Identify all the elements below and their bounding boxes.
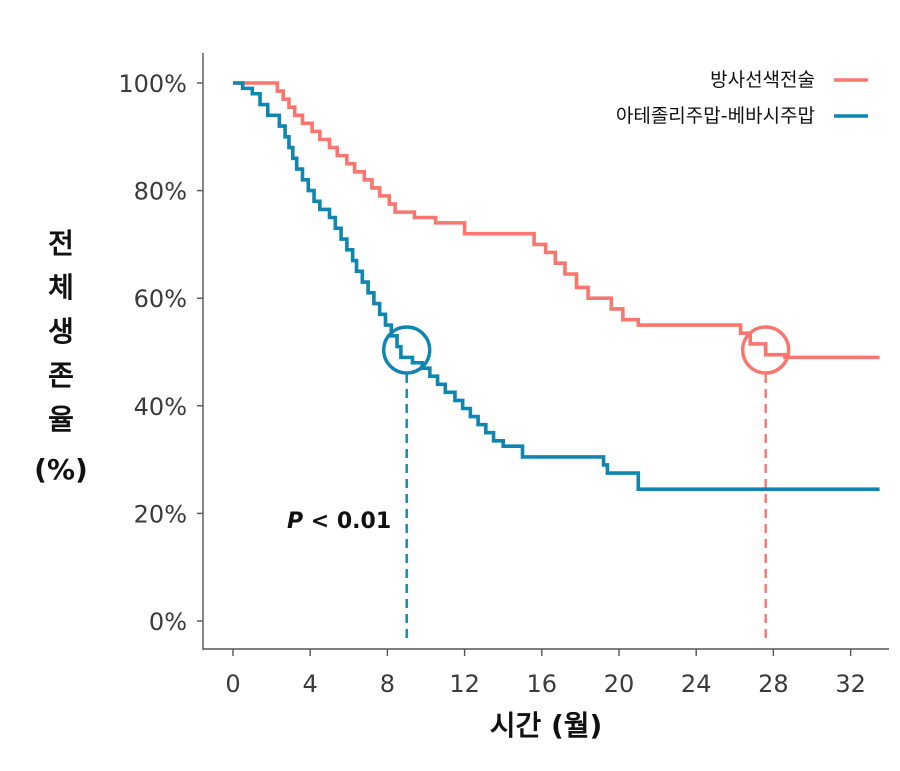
x-ticks: 0 4 8 12 16 20 24 28 32 (225, 649, 866, 698)
survival-curve-radioembolization (233, 81, 880, 360)
y-tick-label: 40% (134, 393, 187, 421)
y-axis-title-char-5: 율 (48, 403, 74, 436)
median-marker-radioembolization (740, 325, 791, 375)
x-tick-label: 0 (225, 670, 240, 698)
p-value-symbol: P (287, 509, 303, 534)
p-value-annotation: P < 0.01 (287, 509, 391, 534)
legend: 방사선색전술 아테졸리주맙-베바시주맙 (616, 69, 868, 127)
y-tick-label: 100% (118, 70, 187, 98)
x-tick-label: 20 (604, 670, 635, 698)
x-tick-label: 28 (758, 670, 789, 698)
p-value-text: < 0.01 (303, 509, 391, 534)
y-ticks: 0% 20% 40% 60% 80% 100% (118, 70, 203, 636)
survival-curves (233, 81, 880, 491)
y-axis-title-char-3: 생 (48, 315, 74, 348)
legend-label-radioembolization: 방사선색전술 (710, 69, 815, 91)
legend-label-atezo-bev: 아테졸리주맙-베바시주맙 (616, 105, 815, 127)
x-axis-title: 시간 (월) (490, 709, 603, 742)
y-axis-title-char-4: 존 (48, 359, 74, 392)
y-tick-label: 0% (149, 608, 187, 636)
x-tick-label: 24 (681, 670, 712, 698)
median-markers (382, 325, 791, 375)
x-tick-label: 4 (303, 670, 318, 698)
y-axis-title-char-1: 전 (48, 227, 74, 260)
x-tick-label: 16 (527, 670, 558, 698)
y-axis-title-char-6: (%) (34, 453, 88, 486)
x-tick-label: 8 (380, 670, 395, 698)
median-guides (405, 374, 767, 638)
median-marker-atezo-bev (382, 325, 432, 375)
survival-curve-atezo-bev (233, 81, 880, 491)
y-tick-label: 60% (134, 285, 187, 313)
y-tick-label: 20% (134, 500, 187, 528)
x-tick-label: 32 (835, 670, 866, 698)
y-axis-title-char-2: 체 (48, 271, 74, 304)
y-axis-title: 전 체 생 존 율 (%) (34, 227, 88, 486)
x-tick-label: 12 (449, 670, 480, 698)
y-tick-label: 80% (134, 178, 187, 206)
